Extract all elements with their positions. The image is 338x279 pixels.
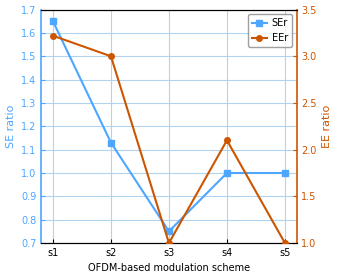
Line: SEr: SEr (50, 18, 288, 234)
SEr (283, 171, 287, 175)
Line: EEr: EEr (50, 33, 288, 246)
EEr (167, 241, 171, 245)
SEr (51, 20, 55, 23)
EEr (225, 139, 229, 142)
EEr (109, 55, 113, 58)
EEr (283, 241, 287, 245)
SEr (109, 141, 113, 144)
Y-axis label: SE ratio: SE ratio (5, 105, 16, 148)
SEr (167, 230, 171, 233)
SEr (225, 171, 229, 175)
EEr (51, 34, 55, 37)
X-axis label: OFDM-based modulation scheme: OFDM-based modulation scheme (88, 263, 250, 273)
Y-axis label: EE ratio: EE ratio (322, 105, 333, 148)
Legend: SEr, EEr: SEr, EEr (248, 15, 292, 47)
